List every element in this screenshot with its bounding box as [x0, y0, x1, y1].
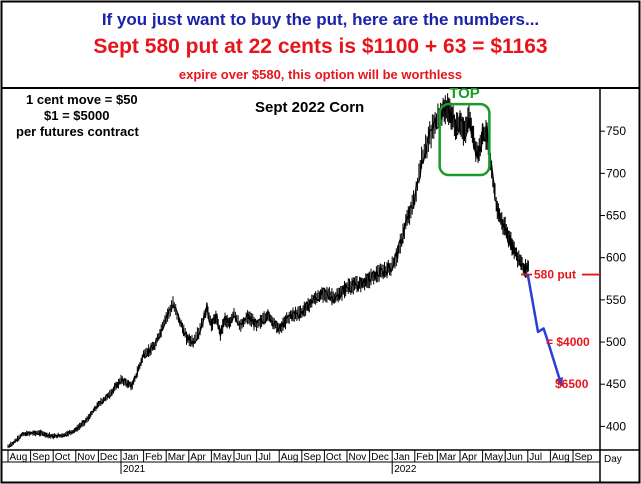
x-month-label: Jul [529, 452, 542, 463]
y-tick-label: 650 [606, 209, 626, 223]
x-month-label: Sep [303, 452, 321, 463]
y-tick-label: 700 [606, 166, 626, 180]
y-tick-label: 400 [606, 419, 626, 433]
x-year-label: 2021 [123, 464, 146, 475]
y-tick-label: 500 [606, 335, 626, 349]
price-series-line [7, 101, 530, 448]
x-month-label: Nov [77, 452, 95, 463]
x-month-label: Aug [552, 452, 570, 463]
x-month-label: Mar [168, 452, 186, 463]
x-month-label: May [213, 452, 232, 463]
header-line-2: Sept 580 put at 22 cents is $1100 + 63 =… [93, 35, 548, 58]
projection-arrowhead [555, 376, 564, 386]
note-per-contract: per futures contract [16, 124, 139, 139]
x-month-label: Jul [258, 452, 271, 463]
x-month-label: Oct [326, 452, 342, 463]
x-month-label: Mar [439, 452, 457, 463]
price-series-ranges [7, 93, 529, 448]
x-month-label: Feb [145, 452, 163, 463]
y-tick-label: 750 [606, 124, 626, 138]
x-month-label: Aug [281, 452, 299, 463]
x-month-label: Aug [10, 452, 28, 463]
target-label-6500: $6500 [555, 377, 589, 391]
y-tick-label: 600 [606, 251, 626, 265]
projection-path [526, 274, 563, 387]
x-month-label: Dec [371, 452, 389, 463]
y-tick-label: 450 [606, 377, 626, 391]
x-month-label: Dec [100, 452, 118, 463]
put-strike-label: 580 put [534, 268, 576, 282]
y-tick-label: 550 [606, 293, 626, 307]
x-month-label: Jun [236, 452, 252, 463]
x-year-label: 2022 [394, 464, 417, 475]
x-month-label: Jan [123, 452, 139, 463]
target-label-4000: = $4000 [546, 335, 590, 349]
x-month-label: Nov [349, 452, 367, 463]
x-month-label: Jun [507, 452, 523, 463]
top-label: TOP [449, 85, 480, 102]
header-line-1: If you just want to buy the put, here ar… [101, 10, 540, 29]
x-month-label: Sep [575, 452, 593, 463]
x-month-label: Apr [462, 452, 478, 463]
x-month-label: Sep [32, 452, 50, 463]
x-month-label: May [484, 452, 503, 463]
note-dollar-move: $1 = $5000 [44, 108, 110, 123]
chart-title: Sept 2022 Corn [255, 99, 364, 116]
x-month-label: Apr [190, 452, 206, 463]
x-unit-label: Day [604, 454, 622, 465]
header-line-3: expire over $580, this option will be wo… [178, 67, 463, 82]
x-month-label: Jan [394, 452, 410, 463]
note-cent-move: 1 cent move = $50 [26, 92, 138, 107]
x-month-label: Oct [55, 452, 71, 463]
x-month-label: Feb [416, 452, 434, 463]
top-highlight-box [438, 102, 491, 177]
